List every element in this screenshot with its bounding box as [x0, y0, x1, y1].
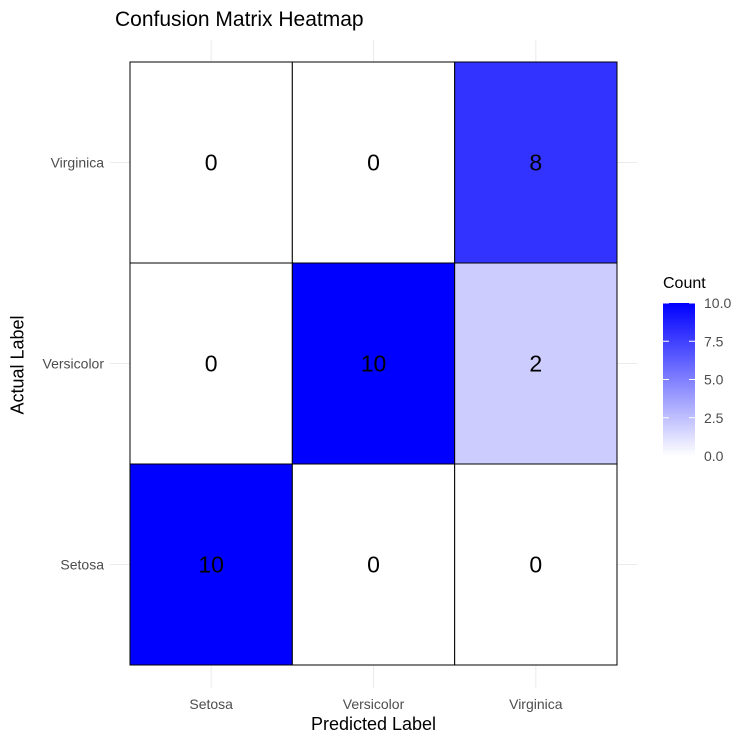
y-tick-label: Versicolor [43, 356, 105, 372]
heatmap-cells [129, 61, 618, 666]
chart-title: Confusion Matrix Heatmap [115, 8, 364, 31]
legend-tick-label: 5.0 [704, 372, 724, 388]
heatmap-cell-versicolor-setosa [129, 262, 293, 465]
legend-tick-label: 7.5 [704, 333, 724, 349]
heatmap-cell-virginica-virginica [454, 61, 618, 264]
cell-labels: 10 0 00 10 20 0 8 [198, 150, 542, 578]
x-axis-title: Predicted Label [310, 714, 437, 734]
heatmap-cell-virginica-setosa [129, 61, 293, 264]
cell-value-label: 0 [529, 552, 542, 578]
heatmap-cell-setosa-setosa [129, 463, 293, 666]
x-tick-label: Setosa [189, 696, 233, 712]
color-legend: 0.0 2.5 5.0 7.5 10.0 [663, 295, 731, 464]
y-tick-label: Virginica [51, 155, 105, 171]
legend-tick-label: 10.0 [704, 295, 731, 311]
cell-value-label: 8 [529, 150, 542, 176]
x-tick-label: Versicolor [343, 696, 405, 712]
axis-ticks: Setosa Versicolor Virginica Setosa Versicolo… [43, 155, 563, 713]
legend-title: Count [663, 275, 706, 292]
cell-value-label: 10 [361, 351, 387, 377]
cell-value-label: 0 [367, 150, 380, 176]
cell-value-label: 10 [198, 552, 224, 578]
heatmap-cell-versicolor-versicolor [291, 262, 456, 465]
legend-tick-label: 2.5 [704, 410, 724, 426]
cell-value-label: 0 [205, 351, 218, 377]
heatmap-cell-setosa-versicolor [291, 463, 456, 666]
cell-value-label: 0 [205, 150, 218, 176]
x-tick-label: Virginica [509, 696, 563, 712]
cell-value-label: 0 [367, 552, 380, 578]
legend-tick-label: 0.0 [704, 448, 724, 464]
heatmap-cell-versicolor-virginica [454, 262, 618, 465]
heatmap-cell-setosa-virginica [454, 463, 618, 666]
cell-value-label: 2 [529, 351, 542, 377]
y-tick-label: Setosa [60, 557, 104, 573]
